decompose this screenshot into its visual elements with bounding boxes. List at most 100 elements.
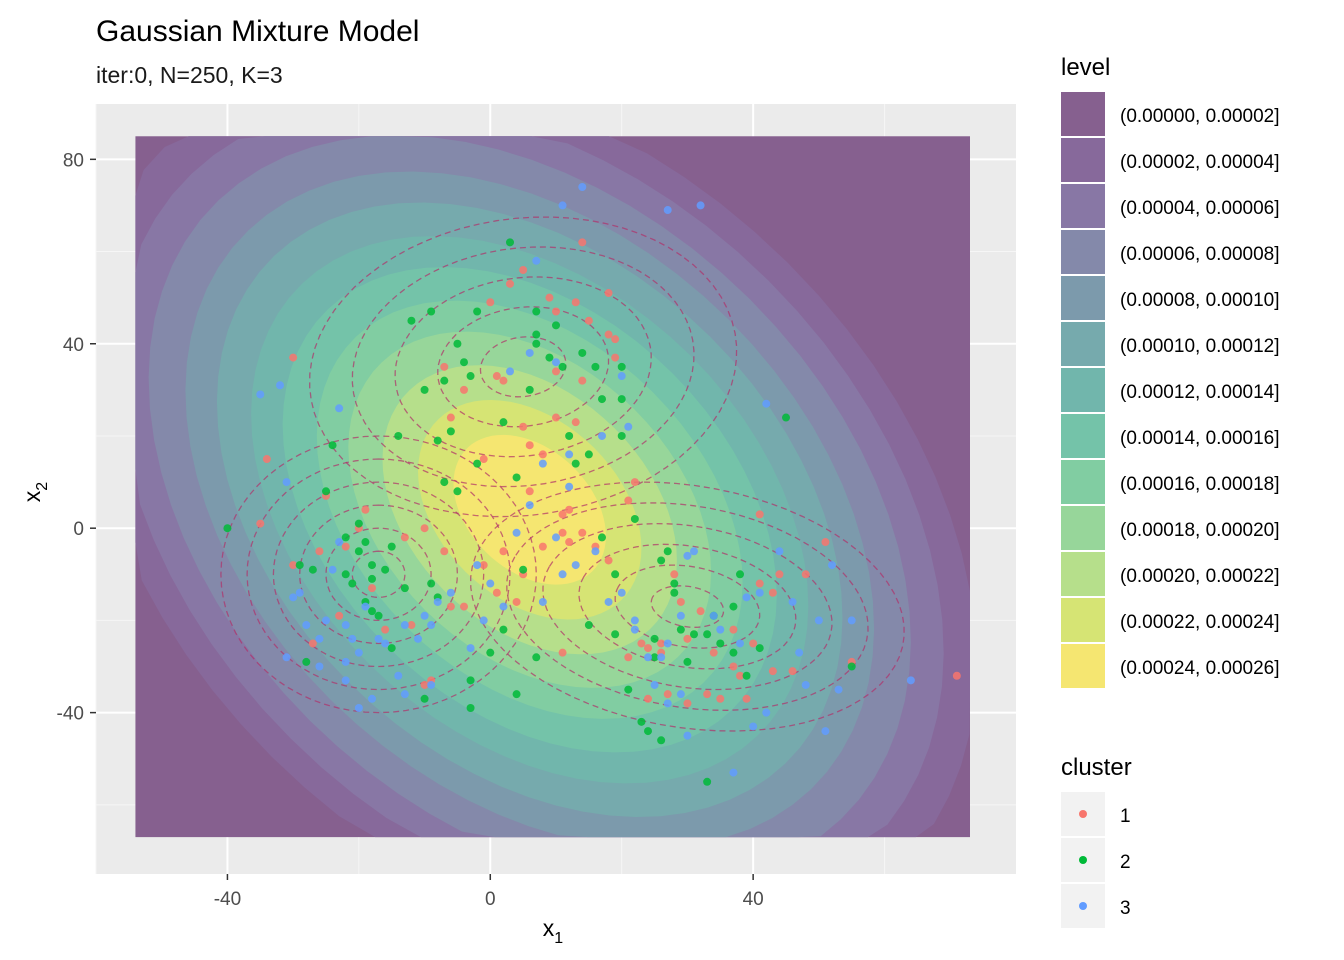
x-tick-label: -40 [214,889,241,910]
data-point-cluster2 [611,630,620,639]
data-point-cluster2 [381,565,390,574]
data-point-cluster2 [571,459,580,468]
data-point-cluster3 [558,201,567,210]
data-point-cluster3 [466,644,475,653]
data-point-cluster2 [387,542,396,551]
data-point-cluster2 [387,644,396,653]
data-point-cluster3 [282,478,291,487]
data-point-cluster2 [611,570,620,579]
data-point-cluster3 [499,602,508,611]
data-point-cluster1 [801,570,810,579]
data-point-cluster2 [591,362,600,371]
data-point-cluster2 [657,736,666,745]
data-point-cluster3 [709,611,718,620]
data-point-cluster1 [381,625,390,634]
component-contour-line [309,216,738,518]
y-tick-label: 40 [63,335,84,356]
data-point-cluster3 [755,588,764,597]
data-point-cluster2 [368,607,376,616]
data-point-cluster3 [729,768,738,777]
data-point-cluster3 [322,616,330,625]
y-tick-label: 0 [73,519,84,540]
data-point-cluster1 [683,634,692,643]
level-legend-label: (0.00016, 0.00018] [1120,474,1280,495]
data-point-cluster2 [676,625,685,634]
data-point-cluster1 [335,611,344,620]
data-point-cluster1 [749,639,758,648]
data-point-cluster3 [736,639,744,648]
data-point-cluster3 [565,450,574,459]
data-point-cluster1 [571,298,580,307]
data-point-cluster2 [341,570,350,579]
cluster-legend-label: 3 [1120,898,1131,919]
cluster-legend-label: 2 [1120,852,1131,873]
data-point-cluster3 [552,358,560,367]
data-point-cluster1 [611,353,620,362]
level-legend-key [1061,644,1105,688]
data-point-cluster3 [414,634,422,643]
data-point-cluster1 [552,367,560,376]
component-contour-line [437,306,610,428]
data-point-cluster3 [525,348,534,357]
data-point-cluster3 [663,639,672,648]
data-point-cluster1 [716,694,725,703]
data-point-cluster1 [696,607,705,616]
component-contour-line [394,276,652,458]
data-point-cluster1 [657,639,666,648]
data-point-cluster3 [315,662,324,671]
data-point-cluster1 [670,570,679,579]
data-point-cluster2 [617,395,626,404]
data-point-cluster3 [762,708,771,717]
data-point-cluster1 [368,584,376,593]
data-point-cluster1 [525,487,534,496]
y-axis-title-main: x [19,490,45,502]
data-point-cluster2 [558,362,567,371]
data-point-cluster3 [348,634,357,643]
data-point-cluster3 [374,634,383,643]
level-legend-key [1061,184,1105,228]
data-point-cluster2 [617,362,626,371]
data-point-cluster1 [341,542,350,551]
data-point-cluster3 [814,616,823,625]
data-point-cluster1 [479,561,488,570]
x-axis-title-sub: 1 [554,930,563,947]
data-point-cluster1 [729,662,738,671]
data-point-cluster2 [716,639,725,648]
data-point-cluster1 [499,547,508,556]
data-point-cluster1 [663,690,672,699]
data-point-cluster2 [473,307,482,316]
data-point-cluster2 [644,727,652,736]
level-legend-key [1061,598,1105,642]
data-point-cluster2 [736,570,744,579]
data-point-cluster1 [624,496,633,505]
data-point-cluster1 [584,316,593,325]
data-point-cluster2 [394,431,403,440]
data-point-cluster3 [558,570,567,579]
component-contour-lines [220,216,905,732]
data-point-cluster1 [525,441,534,450]
data-point-cluster3 [676,690,685,699]
level-legend-label: (0.00024, 0.00026] [1120,658,1280,679]
data-point-cluster2 [308,565,317,574]
x-tick-label: 0 [485,889,496,910]
data-point-cluster2 [584,450,593,459]
data-point-cluster2 [742,671,751,680]
density-level-band [503,483,556,536]
data-point-cluster3 [479,616,488,625]
data-point-cluster1 [742,694,751,703]
data-point-cluster1 [736,671,744,680]
component-contour-line [506,502,869,711]
level-legend-label: (0.00018, 0.00020] [1120,520,1280,541]
data-point-cluster3 [446,588,455,597]
data-point-cluster2 [453,487,462,496]
data-point-cluster2 [466,704,475,713]
data-point-cluster2 [598,533,606,542]
data-point-cluster1 [768,588,777,597]
data-point-cluster3 [749,722,758,731]
data-point-cluster1 [604,330,613,339]
data-point-cluster3 [663,699,672,708]
component-contour-line [542,522,833,691]
data-point-cluster2 [690,630,698,639]
level-legend-key [1061,322,1105,366]
data-point-cluster3 [696,201,705,210]
